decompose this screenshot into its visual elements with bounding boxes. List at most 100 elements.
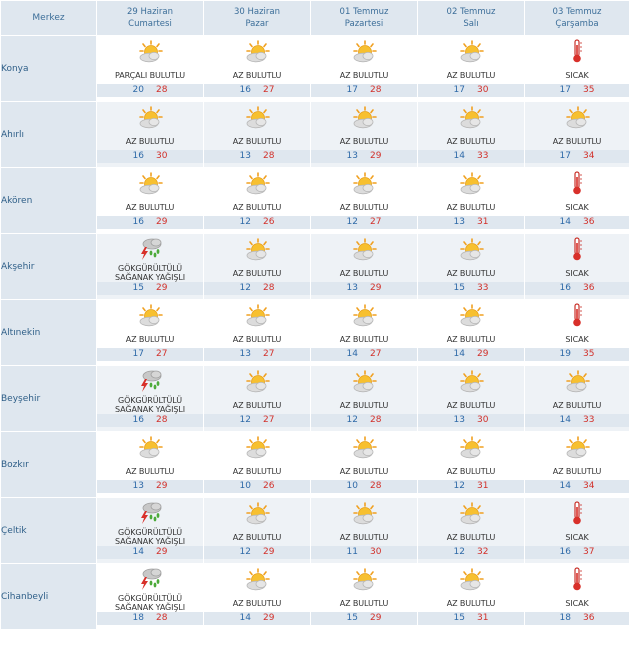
weather-description: AZ BULUTLU — [204, 198, 310, 216]
header-date: 30 Haziran — [233, 7, 281, 17]
max-temperature: 36 — [583, 613, 595, 623]
weather-description-text: SICAK — [565, 268, 589, 278]
max-temperature: 29 — [156, 217, 168, 227]
city-name[interactable]: Bozkır — [0, 431, 97, 498]
thermometer-icon — [525, 234, 629, 264]
temperature-range: 16 30 — [97, 150, 203, 163]
forecast-cell: AZ BULUTLU 12 27 — [203, 365, 311, 432]
max-temperature: 35 — [583, 349, 595, 359]
max-temperature: 29 — [263, 613, 275, 623]
weather-description-text: AZ BULUTLU — [446, 268, 496, 278]
forecast-cell: GÖKGÜRÜLTÜLÜ SAĞANAK YAĞIŞLI 18 28 — [96, 563, 204, 630]
partly-cloudy-icon — [311, 498, 417, 528]
min-temperature: 12 — [239, 283, 251, 293]
min-temperature: 13 — [239, 151, 251, 161]
temperature-range: 17 35 — [525, 84, 629, 97]
temperature-range: 13 30 — [418, 414, 524, 427]
city-name[interactable]: Ahırlı — [0, 101, 97, 168]
max-temperature: 30 — [156, 151, 168, 161]
max-temperature: 33 — [477, 151, 489, 161]
forecast-cell: AZ BULUTLU 12 26 — [203, 167, 311, 234]
weather-description-text: SICAK — [565, 532, 589, 542]
weather-description-text: AZ BULUTLU — [446, 334, 496, 344]
partly-cloudy-icon — [418, 36, 524, 66]
weather-description: AZ BULUTLU — [97, 198, 203, 216]
min-temperature: 14 — [559, 481, 571, 491]
city-name[interactable]: Akşehir — [0, 233, 97, 300]
min-temperature: 18 — [559, 613, 571, 623]
forecast-cell: AZ BULUTLU 13 29 — [310, 233, 418, 300]
weather-description: AZ BULUTLU — [204, 264, 310, 282]
temperature-range: 17 30 — [418, 84, 524, 97]
weather-description-text: AZ BULUTLU — [232, 202, 282, 212]
city-name[interactable]: Cihanbeyli — [0, 563, 97, 630]
city-name[interactable]: Akören — [0, 167, 97, 234]
weather-description: GÖKGÜRÜLTÜLÜ SAĞANAK YAĞIŞLI — [97, 396, 203, 414]
min-temperature: 13 — [453, 415, 465, 425]
min-temperature: 13 — [346, 151, 358, 161]
partly-cloudy-icon — [311, 102, 417, 132]
min-temperature: 12 — [239, 547, 251, 557]
weather-description: AZ BULUTLU — [204, 396, 310, 414]
min-temperature: 16 — [239, 85, 251, 95]
partly-cloudy-icon — [204, 366, 310, 396]
city-row: Çeltik GÖKGÜRÜLTÜLÜ SAĞANAK YAĞIŞLI 14 29 AZ… — [0, 497, 629, 564]
partly-cloudy-icon — [97, 168, 203, 198]
weather-description: AZ BULUTLU — [418, 528, 524, 546]
forecast-cell: AZ BULUTLU 14 33 — [417, 101, 525, 168]
weather-description-text: AZ BULUTLU — [232, 400, 282, 410]
weather-description-text: PARÇALI BULUTLU — [115, 70, 185, 80]
header-day: 30 Haziran Pazar — [203, 0, 311, 36]
max-temperature: 28 — [370, 85, 382, 95]
min-temperature: 12 — [239, 217, 251, 227]
weather-description: AZ BULUTLU — [204, 330, 310, 348]
temperature-range: 17 28 — [311, 84, 417, 97]
forecast-cell: AZ BULUTLU 14 33 — [524, 365, 629, 432]
weather-description-text: AZ BULUTLU — [125, 202, 175, 212]
max-temperature: 29 — [477, 349, 489, 359]
weather-description: AZ BULUTLU — [418, 132, 524, 150]
city-name[interactable]: Çeltik — [0, 497, 97, 564]
forecast-cell: AZ BULUTLU 11 30 — [310, 497, 418, 564]
partly-cloudy-icon — [204, 168, 310, 198]
city-name[interactable]: Konya — [0, 35, 97, 102]
city-name[interactable]: Altınekin — [0, 299, 97, 366]
weather-description: SICAK — [525, 330, 629, 348]
partly-cloudy-icon — [418, 168, 524, 198]
forecast-cell: AZ BULUTLU 12 28 — [310, 365, 418, 432]
min-temperature: 17 — [346, 85, 358, 95]
min-temperature: 15 — [453, 283, 465, 293]
city-name[interactable]: Beyşehir — [0, 365, 97, 432]
max-temperature: 33 — [477, 283, 489, 293]
min-temperature: 14 — [453, 349, 465, 359]
max-temperature: 26 — [263, 481, 275, 491]
partly-cloudy-icon — [311, 366, 417, 396]
weather-description-text: AZ BULUTLU — [446, 466, 496, 476]
max-temperature: 33 — [583, 415, 595, 425]
weather-description: AZ BULUTLU — [418, 66, 524, 84]
weather-description-text: AZ BULUTLU — [339, 466, 389, 476]
temperature-range: 17 27 — [97, 348, 203, 361]
partly-cloudy-icon — [204, 498, 310, 528]
temperature-range: 15 31 — [418, 612, 524, 625]
max-temperature: 29 — [370, 151, 382, 161]
forecast-cell: AZ BULUTLU 12 32 — [417, 497, 525, 564]
min-temperature: 15 — [346, 613, 358, 623]
weather-description: GÖKGÜRÜLTÜLÜ SAĞANAK YAĞIŞLI — [97, 594, 203, 612]
max-temperature: 27 — [263, 85, 275, 95]
min-temperature: 12 — [453, 547, 465, 557]
weather-description-text: AZ BULUTLU — [339, 598, 389, 608]
min-temperature: 14 — [453, 151, 465, 161]
temperature-range: 12 27 — [204, 414, 310, 427]
forecast-cell: AZ BULUTLU 16 30 — [96, 101, 204, 168]
temperature-range: 14 29 — [204, 612, 310, 625]
weather-description: AZ BULUTLU — [204, 132, 310, 150]
max-temperature: 27 — [263, 415, 275, 425]
weather-description-text: AZ BULUTLU — [339, 136, 389, 146]
temperature-range: 11 30 — [311, 546, 417, 559]
min-temperature: 14 — [132, 547, 144, 557]
max-temperature: 36 — [583, 217, 595, 227]
forecast-cell: AZ BULUTLU 17 27 — [96, 299, 204, 366]
min-temperature: 13 — [453, 217, 465, 227]
weather-description: AZ BULUTLU — [97, 132, 203, 150]
